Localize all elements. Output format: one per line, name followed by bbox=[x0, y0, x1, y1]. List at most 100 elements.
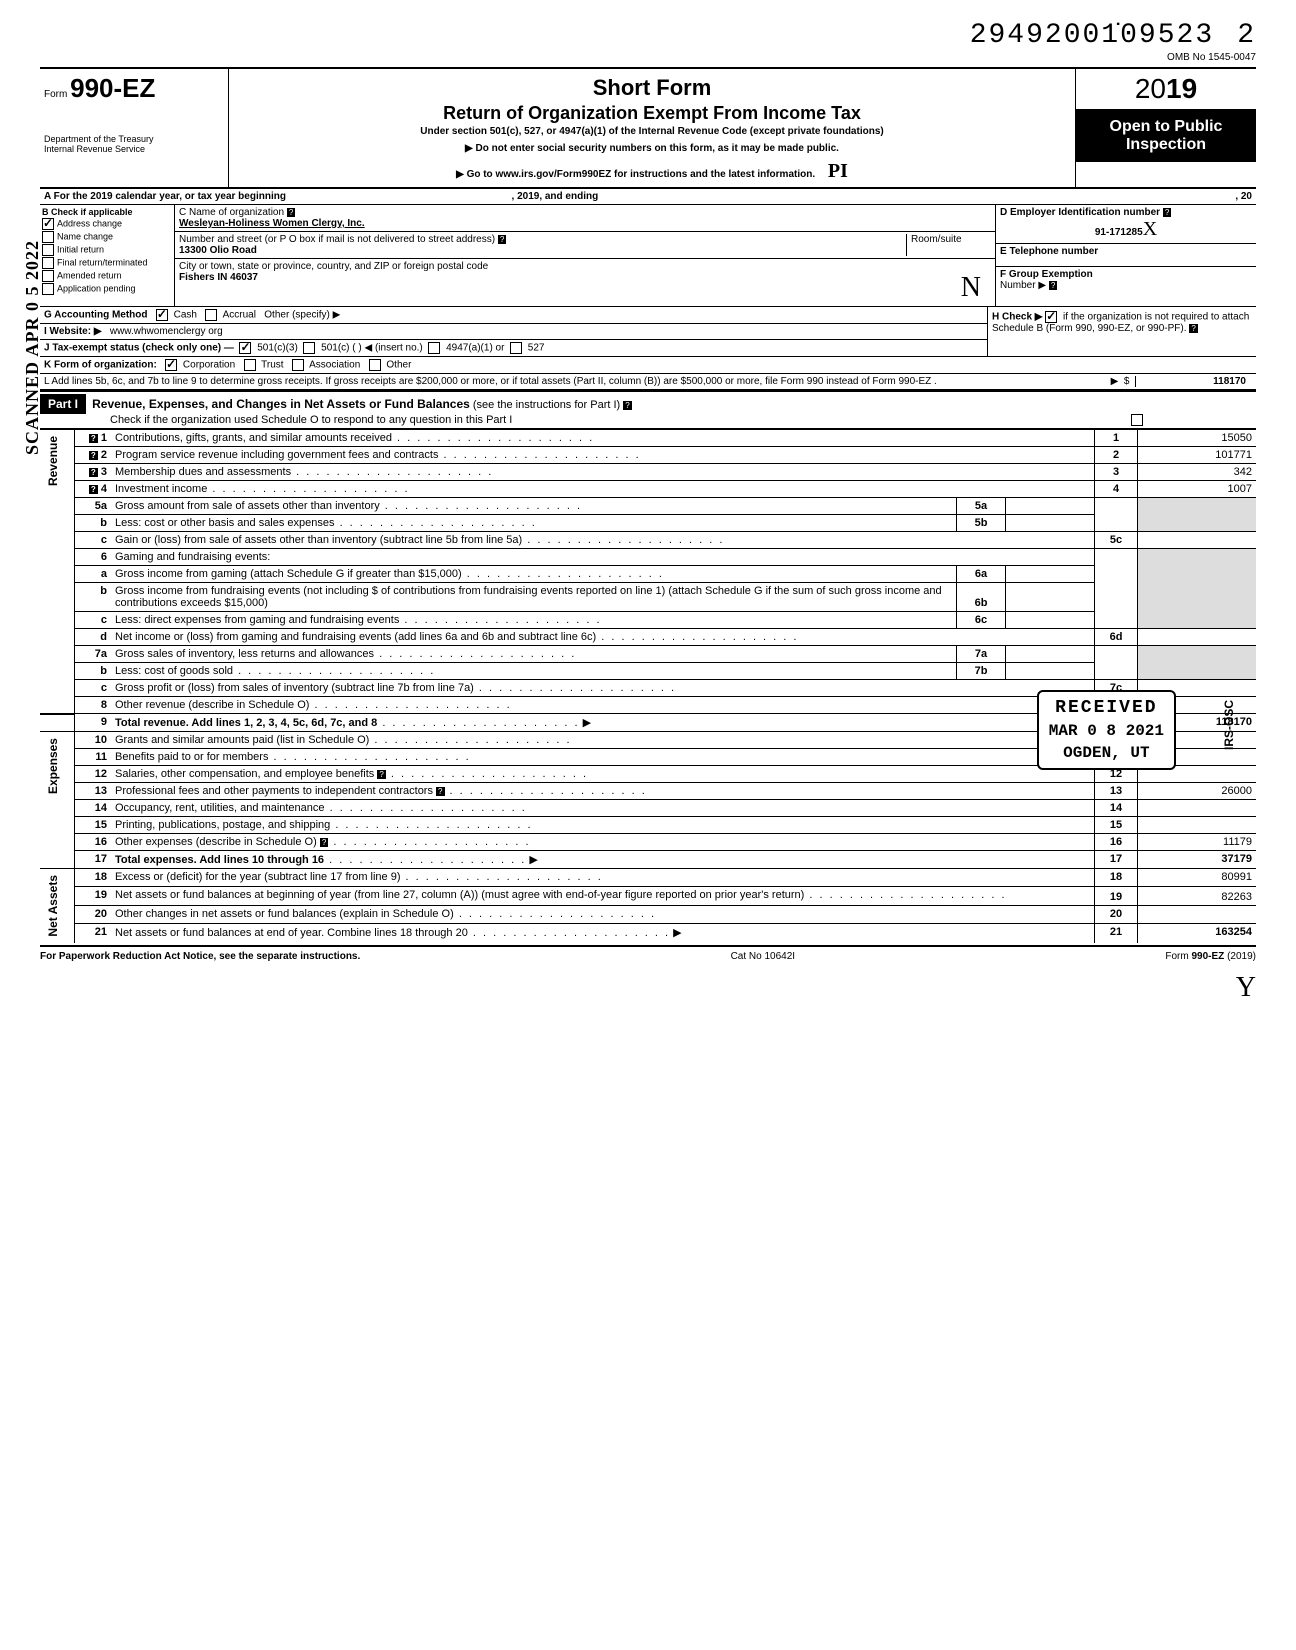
line-desc: Program service revenue including govern… bbox=[115, 449, 438, 461]
side-expenses: Expenses bbox=[44, 734, 62, 798]
check-label: Amended return bbox=[57, 270, 122, 280]
check-h[interactable] bbox=[1045, 311, 1057, 323]
line-desc: Gross profit or (loss) from sales of inv… bbox=[115, 682, 474, 694]
line-desc: Gaming and fundraising events: bbox=[111, 549, 1095, 566]
part1-badge: Part I bbox=[40, 394, 86, 414]
line-desc: Other expenses (describe in Schedule O) bbox=[115, 836, 317, 848]
g-label: G Accounting Method bbox=[44, 310, 148, 321]
g-cash: Cash bbox=[174, 310, 197, 321]
amount: 37179 bbox=[1221, 853, 1252, 865]
h-box: H Check ▶ if the organization is not req… bbox=[987, 307, 1256, 356]
col-c: C Name of organization ? Wesleyan-Holine… bbox=[175, 205, 995, 306]
inner-amt bbox=[1006, 498, 1095, 515]
part1-check-line: Check if the organization used Schedule … bbox=[110, 414, 512, 426]
check-cash[interactable] bbox=[156, 309, 168, 321]
amount: 101771 bbox=[1138, 447, 1257, 464]
side-net-assets: Net Assets bbox=[44, 871, 62, 941]
line-num: 11 bbox=[75, 749, 112, 766]
check-schedule-o[interactable] bbox=[1131, 414, 1143, 426]
line-desc: Contributions, gifts, grants, and simila… bbox=[115, 432, 392, 444]
help-icon: ? bbox=[436, 787, 444, 796]
check-corporation[interactable] bbox=[165, 359, 177, 371]
line-num: a bbox=[75, 566, 112, 583]
line-num: 10 bbox=[75, 732, 112, 749]
line-num: c bbox=[75, 680, 112, 697]
j-501c3: 501(c)(3) bbox=[257, 343, 298, 354]
j-501c: 501(c) ( ) ◀ (insert no.) bbox=[321, 343, 423, 354]
check-501c[interactable] bbox=[303, 342, 315, 354]
line-num: 12 bbox=[75, 766, 112, 783]
website-value: www.whwomenclergy org bbox=[110, 326, 223, 337]
check-address-change[interactable] bbox=[42, 218, 54, 230]
check-trust[interactable] bbox=[244, 359, 256, 371]
check-name-change[interactable] bbox=[42, 231, 54, 243]
check-amended[interactable] bbox=[42, 270, 54, 282]
street-value: 13300 Olio Road bbox=[179, 245, 257, 256]
line-desc: Net income or (loss) from gaming and fun… bbox=[115, 631, 596, 643]
stamp-location: OGDEN, UT bbox=[1049, 744, 1164, 762]
title-short-form: Short Form bbox=[239, 75, 1065, 101]
row-a-end: , 20 bbox=[1235, 191, 1252, 202]
line-num: 18 bbox=[75, 869, 112, 887]
inspection-label: Inspection bbox=[1080, 136, 1252, 154]
year-prefix: 20 bbox=[1135, 73, 1166, 104]
check-4947[interactable] bbox=[428, 342, 440, 354]
line-num: 3 bbox=[101, 466, 107, 478]
line-desc: Professional fees and other payments to … bbox=[115, 785, 433, 797]
help-icon: ? bbox=[89, 468, 98, 477]
d-label: D Employer Identification number bbox=[1000, 207, 1160, 218]
line-desc: Less: cost or other basis and sales expe… bbox=[115, 517, 335, 529]
irs-osc-label: IRS-OSC bbox=[1222, 700, 1236, 750]
form-header: Form 990-EZ Department of the Treasury I… bbox=[40, 67, 1256, 189]
line-desc: Gross sales of inventory, less returns a… bbox=[115, 648, 374, 660]
box-num: 2 bbox=[1095, 447, 1138, 464]
inner-box: 7b bbox=[957, 663, 1006, 680]
box-num: 6d bbox=[1095, 629, 1138, 646]
check-accrual[interactable] bbox=[205, 309, 217, 321]
inner-amt bbox=[1006, 663, 1095, 680]
amount bbox=[1138, 905, 1257, 923]
check-application-pending[interactable] bbox=[42, 283, 54, 295]
inner-amt bbox=[1006, 515, 1095, 532]
check-501c3[interactable] bbox=[239, 342, 251, 354]
footer-left: For Paperwork Reduction Act Notice, see … bbox=[40, 951, 360, 962]
check-association[interactable] bbox=[292, 359, 304, 371]
form-prefix: Form bbox=[44, 89, 67, 100]
page-indicator: 2 bbox=[1237, 20, 1256, 51]
box-num: 20 bbox=[1095, 905, 1138, 923]
footer-cat: Cat No 10642I bbox=[731, 951, 796, 962]
box-num: 14 bbox=[1095, 800, 1138, 817]
k-label: K Form of organization: bbox=[44, 360, 157, 371]
amount: 82263 bbox=[1138, 887, 1257, 905]
amount bbox=[1138, 629, 1257, 646]
box-num: 5c bbox=[1095, 532, 1138, 549]
help-icon: ? bbox=[89, 451, 98, 460]
col-b: B Check if applicable Address change Nam… bbox=[40, 205, 175, 306]
line-num: 6 bbox=[75, 549, 112, 566]
l-amount: 118170 bbox=[1213, 376, 1246, 387]
i-label: I Website: ▶ bbox=[44, 326, 102, 337]
help-icon: ? bbox=[623, 401, 631, 410]
check-other[interactable] bbox=[369, 359, 381, 371]
inner-box: 6c bbox=[957, 612, 1006, 629]
line-num: 15 bbox=[75, 817, 112, 834]
check-initial-return[interactable] bbox=[42, 244, 54, 256]
lines-table: Revenue ? 1 Contributions, gifts, grants… bbox=[40, 429, 1256, 943]
side-revenue: Revenue bbox=[44, 432, 62, 490]
footer-form-prefix: Form bbox=[1165, 951, 1191, 962]
line-desc: Investment income bbox=[115, 483, 207, 495]
line-desc: Other changes in net assets or fund bala… bbox=[115, 908, 454, 920]
help-icon: ? bbox=[1189, 324, 1197, 333]
check-527[interactable] bbox=[510, 342, 522, 354]
line-num: 4 bbox=[101, 483, 107, 495]
check-final-return[interactable] bbox=[42, 257, 54, 269]
k-trust: Trust bbox=[261, 360, 283, 371]
box-num: 13 bbox=[1095, 783, 1138, 800]
irs-label: Internal Revenue Service bbox=[44, 144, 224, 154]
amount bbox=[1138, 817, 1257, 834]
city-value: Fishers IN 46037 bbox=[179, 272, 258, 283]
check-label: Name change bbox=[57, 231, 113, 241]
box-num: 3 bbox=[1095, 464, 1138, 481]
line-desc: Grants and similar amounts paid (list in… bbox=[115, 734, 369, 746]
line-desc: Net assets or fund balances at beginning… bbox=[115, 889, 804, 901]
